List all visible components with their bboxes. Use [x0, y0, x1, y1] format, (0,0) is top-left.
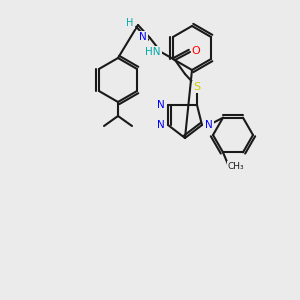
Text: S: S	[194, 82, 201, 92]
Text: HN: HN	[145, 47, 161, 57]
Text: H: H	[126, 18, 134, 28]
Text: N: N	[205, 120, 213, 130]
Text: N: N	[157, 120, 165, 130]
Text: N: N	[157, 100, 165, 110]
Text: CH₃: CH₃	[228, 162, 244, 171]
Text: O: O	[192, 46, 200, 56]
Text: N: N	[139, 32, 147, 42]
